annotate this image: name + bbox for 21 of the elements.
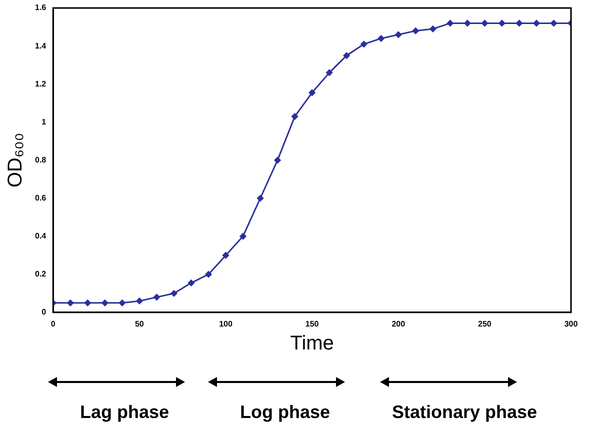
x-tick-label: 200 <box>392 319 406 328</box>
x-tick-label: 0 <box>50 319 56 328</box>
x-axis-title: Time <box>290 332 334 355</box>
text: Lag phase <box>80 402 170 423</box>
y-tick-label: 0.4 <box>34 232 47 241</box>
text: Stationary phase <box>392 402 538 423</box>
x-tick-label: 150 <box>305 319 320 328</box>
y-tick-label: 1.4 <box>34 41 47 50</box>
x-tick-label: 300 <box>564 319 578 328</box>
y-tick-label: 0 <box>42 308 47 317</box>
y-tick-label: 0.8 <box>34 155 47 164</box>
y-tick-label: 0.2 <box>34 270 47 279</box>
text: Log phase <box>240 402 330 423</box>
y-tick-label: 1 <box>42 117 47 126</box>
y-tick-label: 0.6 <box>34 193 47 202</box>
x-tick-label: 50 <box>134 319 144 328</box>
x-tick-label: 100 <box>219 319 233 328</box>
y-tick-label: 1.6 <box>34 3 47 12</box>
x-tick-label: 250 <box>478 319 492 328</box>
y-axis-title: OD₆₀₀ <box>4 132 27 188</box>
y-tick-label: 1.2 <box>34 79 47 88</box>
